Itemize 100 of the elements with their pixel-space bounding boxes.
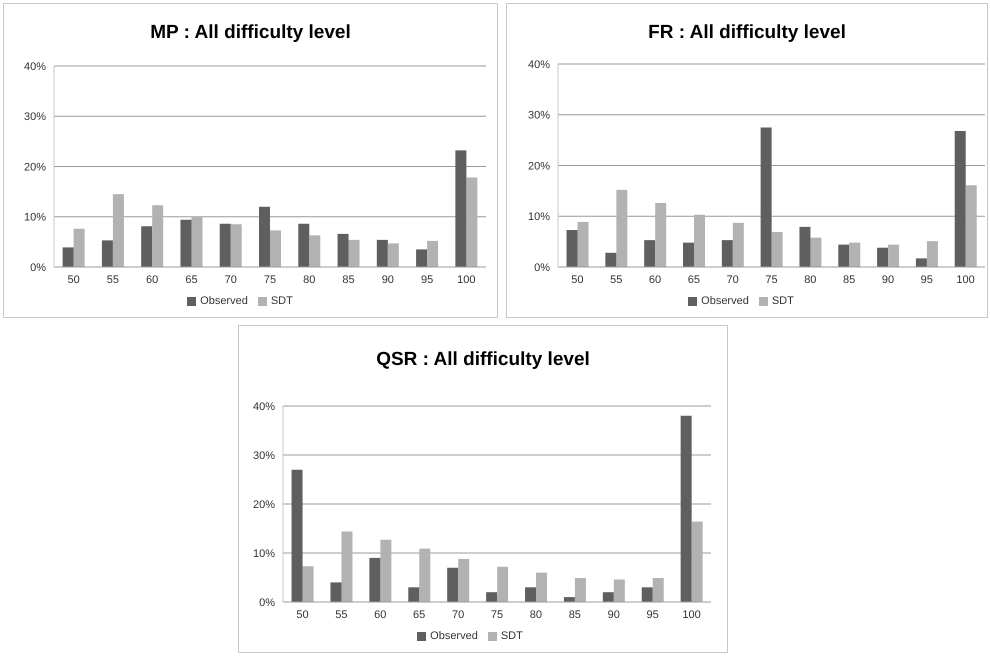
y-tick-label: 30% (252, 450, 276, 462)
x-tick-label: 90 (882, 274, 894, 286)
bar (388, 243, 399, 267)
bar (642, 587, 653, 602)
y-tick-label: 0% (30, 262, 46, 274)
bar (652, 578, 664, 602)
bar (270, 230, 282, 267)
bar (191, 216, 202, 267)
x-tick-label: 80 (303, 274, 316, 286)
y-tick-label: 20% (528, 160, 550, 172)
x-tick-label: 85 (568, 608, 581, 621)
bar (230, 224, 242, 267)
bar (302, 566, 314, 602)
bar (497, 566, 508, 602)
y-tick-label: 20% (252, 498, 276, 511)
bar (180, 220, 192, 267)
bar (419, 548, 430, 602)
x-tick-label: 100 (956, 274, 975, 286)
x-tick-label: 65 (688, 274, 700, 286)
x-tick-label: 50 (68, 274, 80, 286)
chart-title: QSR : All difficulty level (376, 349, 590, 371)
bar (849, 242, 860, 267)
legend-label: SDT (500, 630, 523, 642)
bar (926, 241, 938, 267)
bar (376, 240, 388, 267)
x-tick-label: 75 (264, 274, 276, 286)
bar (141, 226, 152, 267)
x-tick-label: 55 (106, 274, 120, 286)
x-tick-label: 75 (765, 274, 778, 286)
bar (220, 224, 231, 267)
y-tick-label: 30% (528, 110, 550, 122)
x-tick-label: 65 (413, 608, 426, 621)
legend-label: Observed (701, 295, 749, 307)
bar (916, 258, 927, 267)
bar (486, 592, 498, 602)
bar (574, 578, 586, 602)
bar (877, 248, 888, 267)
bar (772, 232, 783, 267)
x-tick-label: 85 (843, 274, 856, 286)
x-tick-label: 100 (682, 608, 701, 621)
x-tick-label: 80 (804, 274, 816, 286)
x-tick-label: 90 (608, 608, 620, 621)
bar (427, 240, 438, 267)
y-tick-label: 10% (528, 211, 550, 224)
chart-title: MP : All difficulty level (150, 22, 351, 44)
x-tick-label: 70 (224, 274, 237, 286)
x-tick-label: 90 (382, 274, 394, 286)
x-tick-label: 80 (530, 608, 542, 621)
bar (298, 224, 310, 267)
legend-label: SDT (772, 295, 794, 307)
x-tick-label: 95 (920, 274, 933, 286)
y-tick-label: 40% (252, 400, 276, 413)
y-tick-label: 20% (24, 161, 46, 174)
legend-label: Observed (430, 630, 478, 642)
bar (292, 470, 303, 602)
bar (732, 222, 744, 267)
x-tick-label: 50 (296, 608, 309, 621)
bar (102, 240, 113, 267)
chart-title: FR : All difficulty level (648, 22, 846, 44)
bar (644, 240, 656, 267)
x-tick-label: 75 (490, 608, 504, 621)
bar (447, 568, 458, 602)
bar (566, 230, 578, 267)
legend-label: SDT (270, 295, 293, 307)
x-tick-label: 60 (146, 274, 158, 286)
y-tick-label: 40% (528, 58, 550, 71)
y-tick-label: 40% (24, 60, 46, 73)
bar (954, 130, 966, 267)
y-tick-label: 0% (259, 596, 276, 609)
bar (380, 540, 392, 602)
bar (655, 203, 666, 267)
bar (694, 214, 705, 267)
bar (525, 587, 536, 602)
y-tick-label: 30% (24, 111, 46, 124)
bar (692, 522, 703, 602)
bar (605, 252, 616, 267)
bar (466, 178, 478, 267)
y-tick-label: 10% (252, 548, 276, 560)
x-tick-label: 65 (185, 274, 198, 286)
bar (408, 587, 420, 602)
x-tick-label: 55 (335, 608, 348, 621)
x-tick-label: 55 (610, 274, 622, 286)
x-tick-label: 50 (571, 274, 584, 286)
bar (616, 190, 628, 267)
x-tick-label: 95 (646, 608, 659, 621)
bar (341, 531, 352, 602)
bar (614, 579, 625, 602)
bar (74, 228, 85, 267)
bar (760, 127, 772, 267)
bar (536, 572, 548, 602)
y-tick-label: 0% (534, 262, 550, 274)
legend-label: Observed (200, 295, 248, 307)
bar (259, 206, 270, 267)
x-tick-label: 60 (374, 608, 386, 621)
x-tick-label: 95 (420, 274, 434, 286)
x-tick-label: 70 (452, 608, 464, 621)
x-tick-label: 70 (726, 274, 739, 286)
bar (309, 235, 320, 267)
bar (416, 249, 428, 267)
bar (680, 416, 692, 602)
